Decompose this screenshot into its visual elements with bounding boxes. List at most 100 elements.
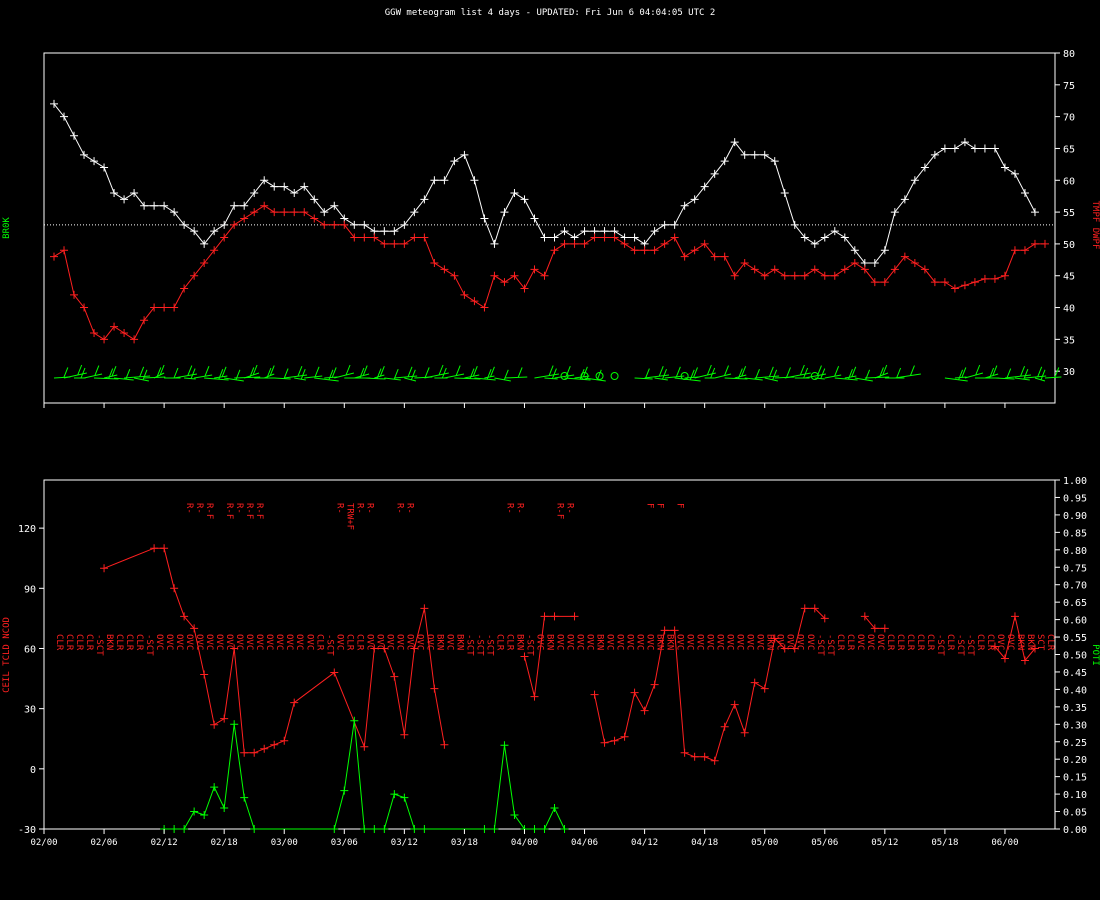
dewpoint-point xyxy=(150,303,159,312)
temperature-point xyxy=(260,176,269,185)
ceiling-point xyxy=(880,624,889,633)
dewpoint-point xyxy=(350,233,359,242)
precip-probability-point xyxy=(340,786,349,795)
upper-y-tick-label: 35 xyxy=(1063,335,1075,346)
wind-barb xyxy=(874,372,889,379)
ceiling-point xyxy=(410,644,419,653)
cloud-cover-label: OVC xyxy=(194,634,204,650)
temperature-point xyxy=(1000,163,1009,172)
temperature-point xyxy=(910,176,919,185)
temperature-point xyxy=(770,157,779,166)
cloud-cover-label: CLR xyxy=(925,634,935,651)
dewpoint-point xyxy=(490,271,499,280)
dewpoint-point xyxy=(100,335,109,344)
temperature-point xyxy=(960,138,969,147)
temperature-point xyxy=(650,227,659,236)
cloud-cover-label: OVC xyxy=(715,634,725,650)
wind-barb xyxy=(1034,377,1046,382)
wind-barb xyxy=(954,376,967,379)
temperature-point xyxy=(880,246,889,255)
temperature-point xyxy=(380,227,389,236)
dewpoint-point xyxy=(850,259,859,267)
weather-code: R-F xyxy=(224,503,234,519)
lower-y2-tick-label: 0.40 xyxy=(1063,685,1087,696)
cloud-cover-label: OVC xyxy=(805,634,815,650)
lower-y2-tick-label: 0.90 xyxy=(1063,511,1087,522)
dewpoint-point xyxy=(780,271,789,280)
ceiling-point xyxy=(280,736,289,745)
wind-barb xyxy=(114,377,134,381)
wind-barb-flag xyxy=(1006,368,1012,379)
wind-barb-flag xyxy=(204,366,210,377)
temperature-point xyxy=(230,201,239,210)
ceiling-point xyxy=(360,742,369,751)
wind-barb-flag xyxy=(851,366,857,377)
x-tick-label: 02/18 xyxy=(211,838,238,848)
dewpoint-point xyxy=(670,233,679,242)
wind-barb xyxy=(394,375,418,379)
wind-barb xyxy=(894,373,921,379)
cloud-cover-label: OVC xyxy=(384,634,394,650)
cloud-cover-label: CLR xyxy=(905,634,915,651)
dewpoint-point xyxy=(930,278,939,287)
weather-code: R- xyxy=(354,503,364,514)
cloud-cover-label: CLR xyxy=(134,634,144,651)
cloud-cover-label: OVC xyxy=(534,634,544,650)
ceiling-point xyxy=(720,722,729,731)
wind-barb xyxy=(153,372,165,379)
temperature-point xyxy=(210,227,219,236)
temperature-point xyxy=(450,157,459,166)
cloud-cover-label: -SCT xyxy=(484,634,494,656)
dewpoint-point xyxy=(60,246,69,255)
wind-barb-flag xyxy=(63,367,69,378)
cloud-cover-label: CLR xyxy=(494,634,504,651)
cloud-cover-label: OVC xyxy=(785,634,795,650)
wind-barb-flag xyxy=(596,369,602,380)
wind-barb xyxy=(374,374,385,379)
dewpoint-point xyxy=(770,265,779,274)
dewpoint-point xyxy=(1010,246,1019,255)
temperature-point xyxy=(820,233,829,242)
wind-barb-flag xyxy=(331,367,337,378)
temperature-panel: 30 35 40 45 50 55 60 65 70 75 80 xyxy=(43,49,1075,404)
wind-barb xyxy=(724,377,748,380)
cloud-cover-label: -SCT xyxy=(94,634,104,656)
dewpoint-point xyxy=(680,252,689,261)
temperature-point xyxy=(900,195,909,204)
temperature-point xyxy=(550,233,559,242)
precip-probability-point xyxy=(480,825,489,833)
precip-probability-point xyxy=(240,793,249,802)
wind-barb xyxy=(744,377,763,381)
weather-code: R-F xyxy=(244,503,254,519)
temperature-point xyxy=(360,220,369,229)
wind-barb-flag xyxy=(438,364,444,376)
dewpoint-point xyxy=(860,265,869,274)
ceiling-point xyxy=(790,644,799,653)
weather-code: R- xyxy=(364,503,374,514)
wind-barb xyxy=(274,377,291,380)
temperature-point xyxy=(1010,169,1019,178)
temperature-point xyxy=(430,176,439,185)
ceiling-point xyxy=(590,690,599,699)
weather-code: R- xyxy=(394,503,404,514)
ceiling-point xyxy=(1020,656,1029,665)
upper-y-tick-label: 80 xyxy=(1063,49,1075,60)
x-tick-label: 04/00 xyxy=(511,838,538,848)
precip-probability-point xyxy=(530,825,539,833)
lower-y-tick-label: 0 xyxy=(30,765,36,776)
wind-barb-flag xyxy=(379,366,385,377)
lower-y2-tick-label: 0.65 xyxy=(1063,598,1087,609)
temperature-point xyxy=(420,195,429,204)
x-tick-label: 03/18 xyxy=(451,838,478,848)
dewpoint-point xyxy=(110,322,119,331)
temperature-point xyxy=(350,220,359,229)
wind-barb xyxy=(474,377,496,381)
lower-y2-tick-label: 0.75 xyxy=(1063,563,1087,574)
dewpoint-point xyxy=(990,274,999,283)
x-tick-label: 05/06 xyxy=(811,838,838,848)
temperature-point xyxy=(700,182,709,191)
cloud-cover-label: BKN xyxy=(665,634,675,650)
dewpoint-point xyxy=(120,329,129,337)
temperature-point xyxy=(680,201,689,210)
